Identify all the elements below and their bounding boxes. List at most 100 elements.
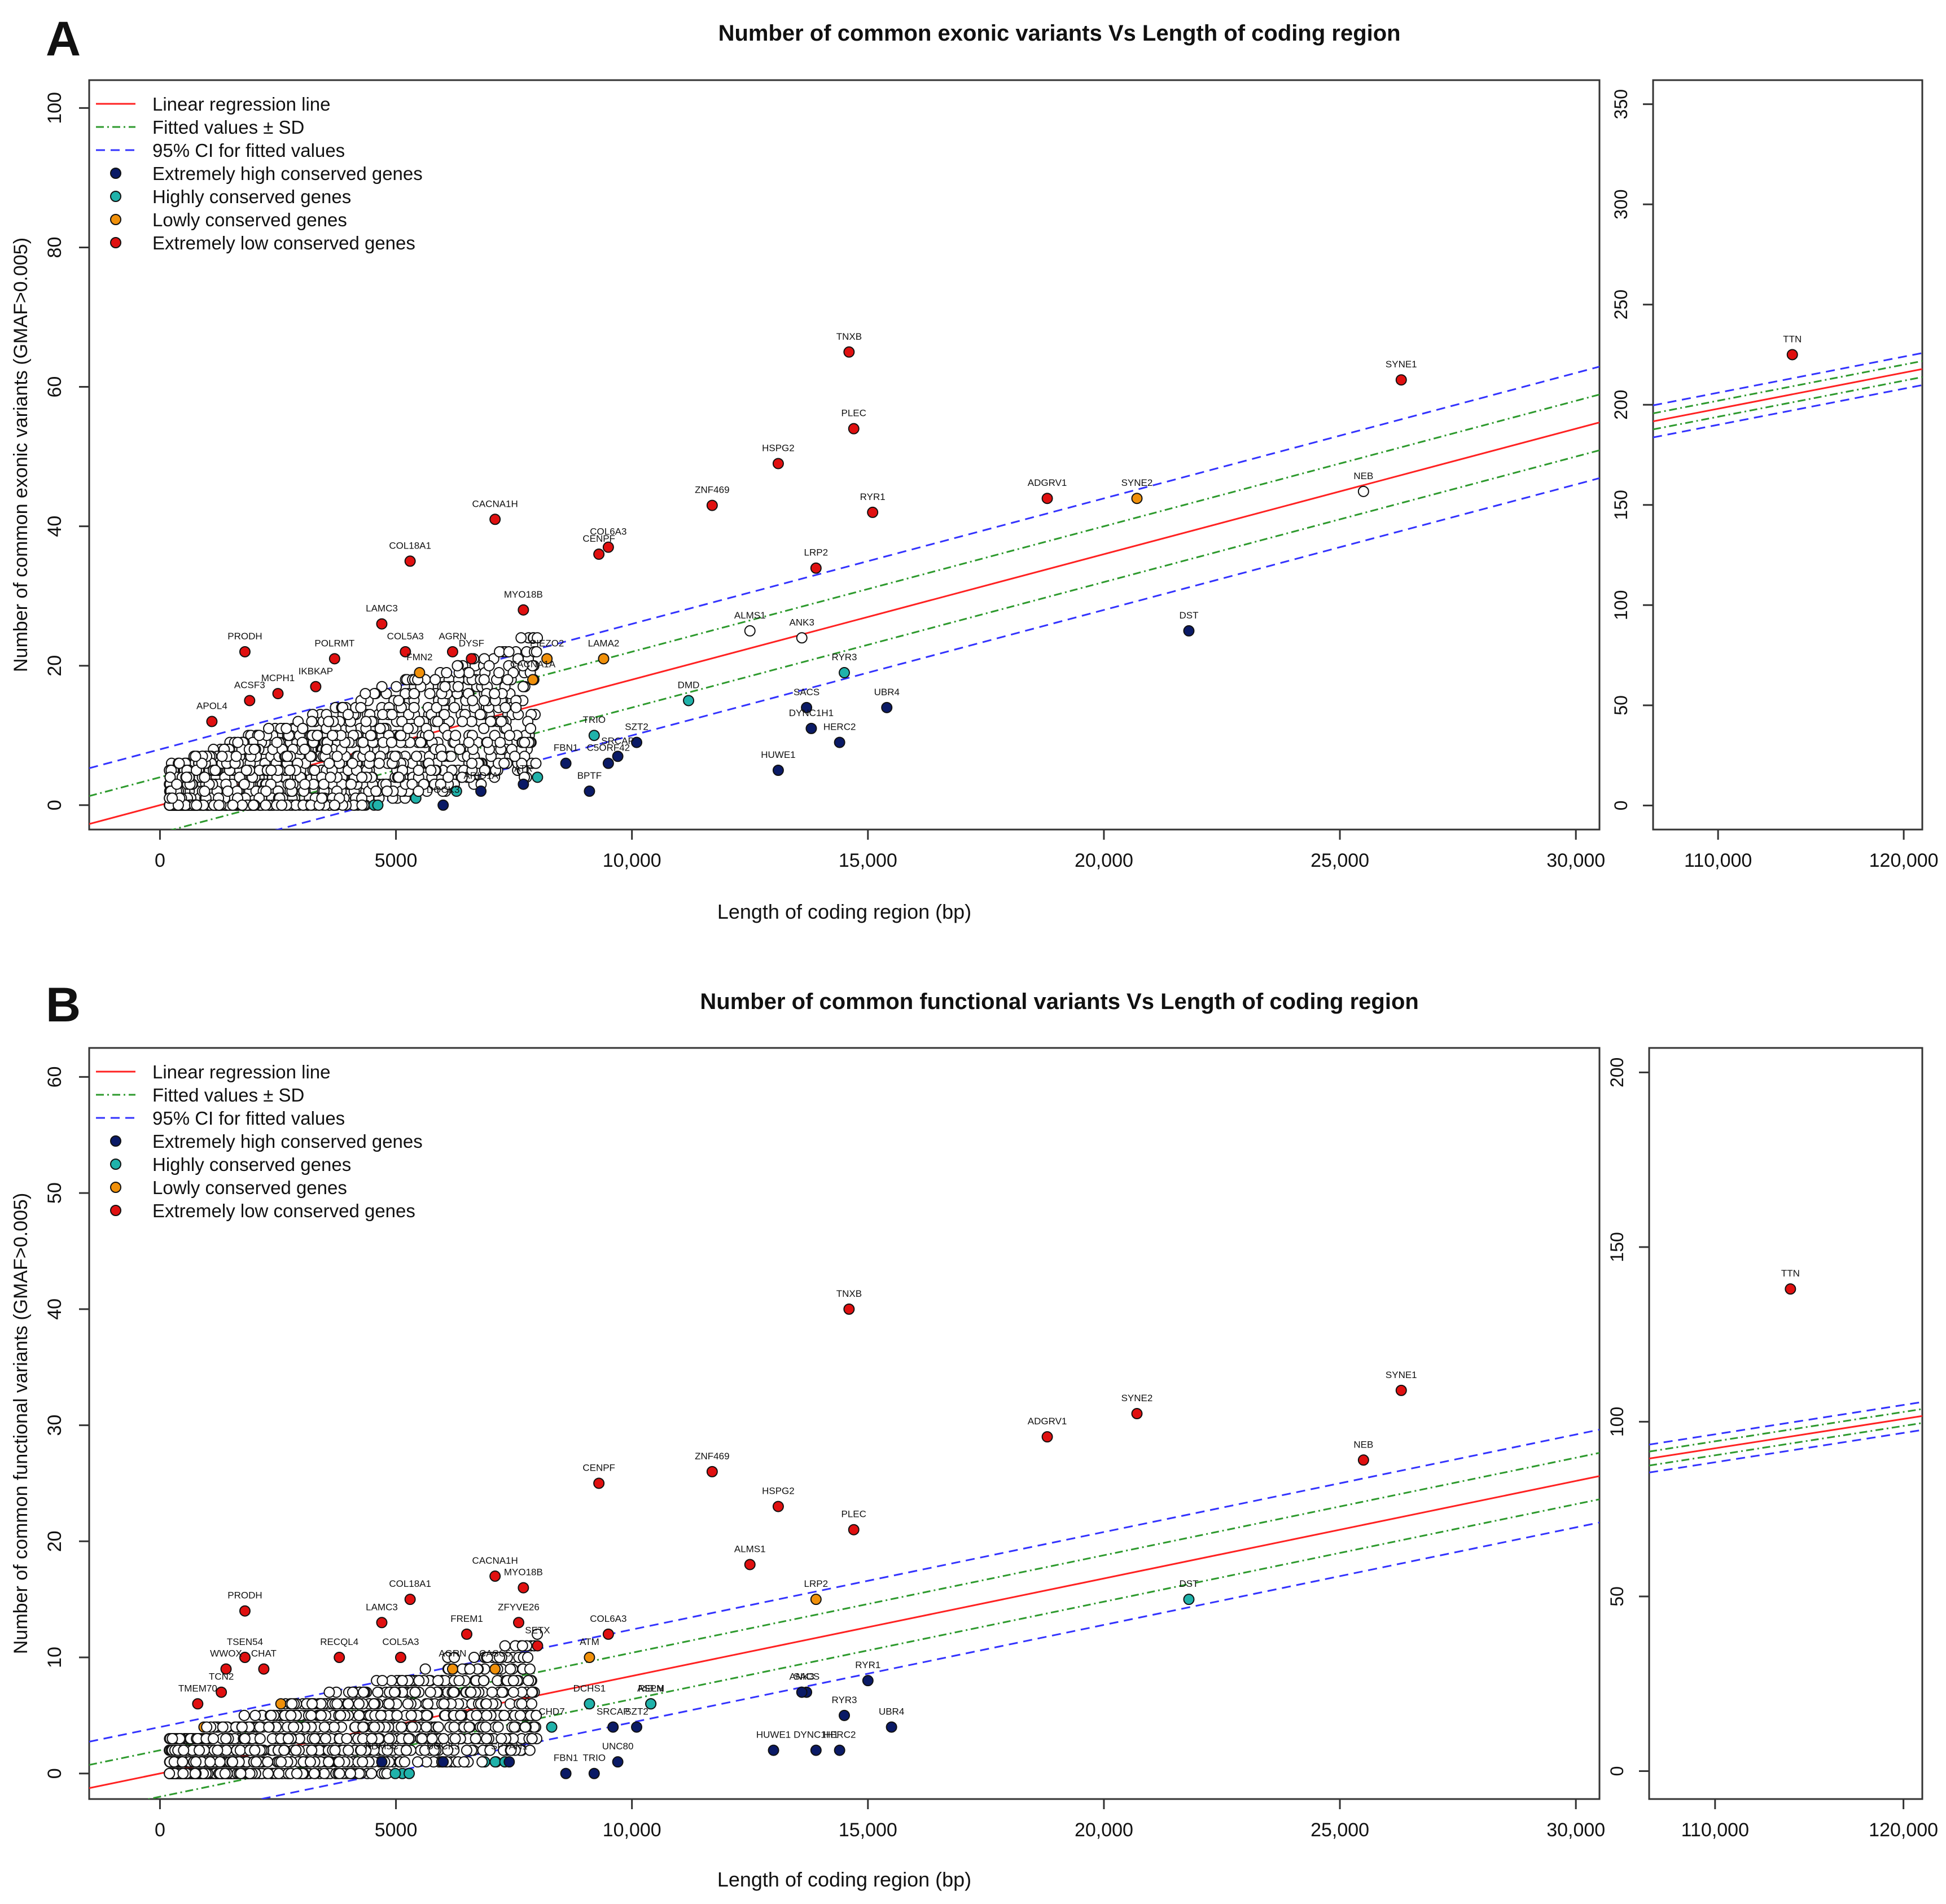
gene-point-neb xyxy=(1357,485,1369,497)
inset-regression-line xyxy=(1653,368,1922,423)
gene-point-ryr1 xyxy=(862,1675,874,1687)
gene-point-plec xyxy=(848,423,860,435)
gene-point xyxy=(455,1709,467,1721)
gene-point xyxy=(389,1767,401,1779)
legend-swatch-highly xyxy=(110,191,121,202)
panel-a: Number of common exonic variants Vs Leng… xyxy=(10,12,1939,923)
gene-point xyxy=(514,1709,526,1721)
gene-label-cenpf: CENPF xyxy=(582,1462,615,1473)
gene-label-ryr1: RYR1 xyxy=(855,1660,880,1670)
gene-label-col6a3: COL6A3 xyxy=(590,527,626,537)
gene-point xyxy=(323,716,335,727)
gene-label-ryr3: RYR3 xyxy=(831,652,857,663)
gene-point xyxy=(395,730,407,742)
gene-point xyxy=(171,778,183,790)
legend-swatch-extremely_high xyxy=(110,168,121,179)
gene-point xyxy=(452,681,464,692)
inset-y-tick-label: 0 xyxy=(1607,1766,1627,1776)
gene-label-chat: CHAT xyxy=(251,1648,277,1659)
inset-x-tick-label: 110,000 xyxy=(1681,1819,1749,1841)
gene-label-tsen54: TSEN54 xyxy=(227,1637,263,1647)
gene-point-lamc3 xyxy=(376,618,388,630)
gene-point xyxy=(450,730,462,742)
legend-swatch-highly xyxy=(110,1159,121,1170)
legend-swatch-extremely_high xyxy=(110,1135,121,1147)
gene-point xyxy=(262,1767,274,1779)
gene-label-fbn1: FBN1 xyxy=(554,743,578,753)
gene-point xyxy=(360,688,371,700)
gene-point xyxy=(177,1756,189,1768)
legend-swatch-extremely_low xyxy=(110,237,121,248)
gene-point-tnxb xyxy=(843,1303,855,1315)
gene-label-neb: NEB xyxy=(1353,1439,1373,1450)
gene-point xyxy=(424,688,436,700)
gene-point xyxy=(250,1756,262,1768)
y-tick-label: 0 xyxy=(44,800,65,810)
gene-point-frem1 xyxy=(461,1628,472,1640)
x-tick-label: 15,000 xyxy=(839,1819,897,1841)
gene-label-bptf: BPTF xyxy=(577,770,602,781)
gene-point xyxy=(413,1675,425,1687)
gene-point-huwe1 xyxy=(768,1744,779,1756)
gene-point-znf469 xyxy=(706,499,718,511)
gene-point xyxy=(262,1756,274,1768)
gene-point xyxy=(282,751,293,762)
y-tick-label: 10 xyxy=(44,1647,65,1668)
gene-point xyxy=(316,792,328,804)
inset-x-tick-label: 120,000 xyxy=(1869,1819,1938,1841)
gene-point xyxy=(166,1733,178,1745)
gene-point xyxy=(439,681,451,692)
gene-point xyxy=(499,701,511,713)
gene-point xyxy=(481,1652,493,1664)
gene-point xyxy=(236,799,248,811)
gene-point xyxy=(435,778,446,790)
gene-point-sptan1 xyxy=(503,1756,515,1768)
gene-point-mcph1 xyxy=(272,688,284,700)
gene-point xyxy=(406,1721,418,1733)
gene-point xyxy=(415,736,427,748)
x-tick-label: 10,000 xyxy=(603,1819,661,1841)
gene-point xyxy=(393,695,405,707)
inset-y-tick-label: 150 xyxy=(1607,1232,1627,1262)
gene-point-polrmt xyxy=(328,653,340,665)
gene-point-herc2 xyxy=(834,736,845,748)
gene-point xyxy=(372,1686,384,1698)
inset-point-ttn xyxy=(1785,1283,1796,1295)
gene-point xyxy=(312,730,323,742)
gene-point xyxy=(452,660,463,672)
gene-point xyxy=(260,786,272,797)
inset-y-tick-label: 200 xyxy=(1607,1058,1627,1087)
gene-point xyxy=(172,799,184,811)
gene-point xyxy=(353,1709,365,1721)
gene-point xyxy=(356,771,368,783)
gene-point xyxy=(448,1721,460,1733)
gene-point xyxy=(226,1756,238,1768)
gene-point-chat xyxy=(258,1663,270,1675)
inset-fitted-minus-sd-line xyxy=(1653,376,1922,431)
gene-point xyxy=(426,1733,438,1745)
inset-gene-label-ttn: TTN xyxy=(1781,1268,1800,1279)
gene-label-dync1h1: DYNC1H1 xyxy=(789,708,834,718)
gene-label-chd7: CHD7 xyxy=(538,1706,564,1717)
gene-point xyxy=(232,736,244,748)
gene-point xyxy=(275,1698,287,1710)
gene-point xyxy=(212,1744,223,1756)
legend-label: Highly conserved genes xyxy=(152,1154,351,1175)
gene-point-col18a1 xyxy=(404,1594,416,1605)
gene-label-herc2: HERC2 xyxy=(823,1730,856,1740)
gene-label-unc80: UNC80 xyxy=(602,1741,634,1752)
gene-label-ryr3: RYR3 xyxy=(831,1695,857,1705)
gene-label-mcph1: MCPH1 xyxy=(261,673,295,683)
gene-point xyxy=(481,736,493,748)
gene-point xyxy=(456,771,468,783)
gene-point xyxy=(328,799,340,811)
y-axis-label: Number of common exonic variants (GMAF>0… xyxy=(10,238,32,672)
gene-point xyxy=(496,716,507,727)
gene-point xyxy=(214,1756,226,1768)
gene-point xyxy=(276,799,288,811)
panel-b: Number of common functional variants Vs … xyxy=(10,978,1938,1891)
gene-label-huwe1: HUWE1 xyxy=(761,749,795,760)
gene-label-dmd: DMD xyxy=(678,679,700,690)
gene-point-zfyve26 xyxy=(512,1617,524,1629)
gene-point-srcap xyxy=(607,1721,619,1733)
